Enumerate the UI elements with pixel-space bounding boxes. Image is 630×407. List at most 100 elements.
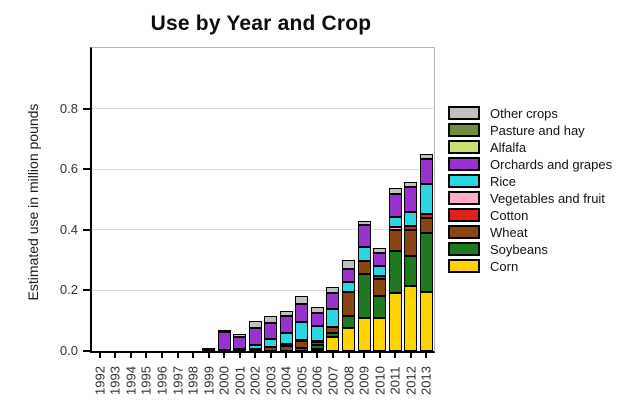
legend-swatch (448, 225, 480, 239)
bar-segment (295, 321, 309, 340)
bar-segment (404, 285, 418, 351)
bar-segment (217, 349, 231, 351)
x-axis-tick (129, 353, 132, 358)
legend-item: Orchards and grapes (448, 156, 613, 172)
bar-segment (202, 348, 216, 351)
gridline (92, 108, 434, 110)
y-axis-label: Estimated use in million pounds (25, 103, 41, 301)
bar-segment (326, 333, 340, 338)
legend-label: Corn (490, 258, 519, 274)
bar-segment (357, 247, 371, 262)
bar-segment (248, 327, 262, 345)
bar-segment (279, 316, 293, 334)
x-axis-tick (394, 353, 397, 358)
x-tick-label: 1998 (185, 366, 201, 395)
legend-label: Cotton (490, 207, 529, 223)
bar-segment (388, 227, 402, 231)
x-tick-label: 1993 (107, 366, 123, 395)
x-axis-tick (285, 353, 288, 358)
bar-segment (310, 312, 324, 326)
x-axis-tick (331, 353, 334, 358)
bar-segment (388, 230, 402, 252)
legend-swatch (448, 106, 480, 120)
bar-segment (248, 344, 262, 349)
bar-segment (264, 347, 278, 351)
chart-title: Use by Year and Crop (150, 12, 372, 35)
bar-segment (295, 304, 309, 322)
legend-label: Orchards and grapes (490, 156, 613, 172)
x-tick-label: 2000 (216, 366, 232, 395)
x-axis-tick (347, 353, 350, 358)
x-tick-label: 2009 (356, 366, 372, 395)
legend: Other crops Pasture and hay Alfalfa Orchard… (448, 106, 612, 276)
bar-segment (388, 293, 402, 351)
bar-segment (373, 276, 387, 279)
bar-segment (342, 281, 355, 292)
x-tick-label: 1999 (201, 366, 217, 395)
bar-segment (233, 336, 247, 349)
bar-segment (419, 214, 433, 218)
bar-segment (264, 338, 278, 347)
legend-swatch (448, 191, 480, 205)
legend-item: Pasture and hay (448, 122, 612, 138)
legend-item: Soybeans (448, 241, 612, 257)
y-tick-label: 0.8 (59, 100, 78, 116)
bar-segment (404, 212, 418, 226)
legend-label: Rice (490, 173, 517, 189)
x-tick-label: 1996 (154, 366, 170, 395)
x-tick-label: 2012 (403, 366, 419, 395)
legend-item: Vegetables and fruit (448, 191, 612, 206)
bar-segment (264, 316, 278, 323)
legend-swatch (448, 157, 480, 171)
x-tick-label: 2002 (247, 366, 263, 395)
bar-segment (357, 273, 371, 318)
bar-segment (233, 334, 247, 337)
bar-segment (326, 287, 340, 293)
x-axis-tick (192, 353, 195, 358)
gridline (92, 229, 434, 231)
x-tick-label: 2001 (232, 366, 248, 395)
legend-item: Wheat (448, 225, 612, 240)
y-tick-label: 0.4 (59, 221, 78, 237)
bar-segment (295, 341, 309, 348)
bar-segment (295, 295, 309, 305)
bar-segment (326, 309, 340, 327)
bar-segment (388, 217, 402, 228)
bar-segment (404, 225, 418, 230)
x-axis-tick (300, 353, 303, 358)
legend-swatch (448, 174, 480, 188)
bar-segment (373, 266, 387, 276)
bar-segment (373, 252, 387, 267)
y-axis-tick (83, 289, 90, 292)
legend-item: Cotton (448, 207, 612, 223)
bar-segment (217, 332, 231, 350)
bar-segment (388, 194, 402, 218)
x-tick-label: 1994 (123, 366, 139, 395)
x-axis-tick (176, 353, 179, 358)
bar-segment (342, 315, 355, 328)
y-tick-label: 0.2 (59, 282, 78, 298)
bar-segment (342, 327, 355, 351)
x-tick-label: 2003 (263, 366, 279, 395)
bar-segment (310, 325, 324, 342)
bar-segment (342, 260, 355, 270)
x-tick-label: 2005 (294, 366, 310, 395)
x-axis-tick (238, 353, 241, 358)
legend-item: Alfalfa (448, 140, 612, 155)
gridline (92, 289, 434, 291)
bar-segment (264, 322, 278, 339)
x-tick-label: 2007 (325, 366, 341, 395)
x-axis-tick (160, 353, 163, 358)
bar-segment (419, 291, 433, 351)
bar-segment (404, 182, 418, 188)
x-axis-tick (223, 353, 226, 358)
legend-label: Pasture and hay (490, 122, 585, 138)
bar-segment (342, 291, 355, 316)
bar-segment (357, 261, 371, 274)
legend-swatch (448, 208, 480, 222)
y-tick-label: 0.6 (59, 161, 78, 177)
bar-segment (419, 217, 433, 234)
bar-segment (357, 317, 371, 351)
legend-label: Soybeans (490, 241, 548, 257)
